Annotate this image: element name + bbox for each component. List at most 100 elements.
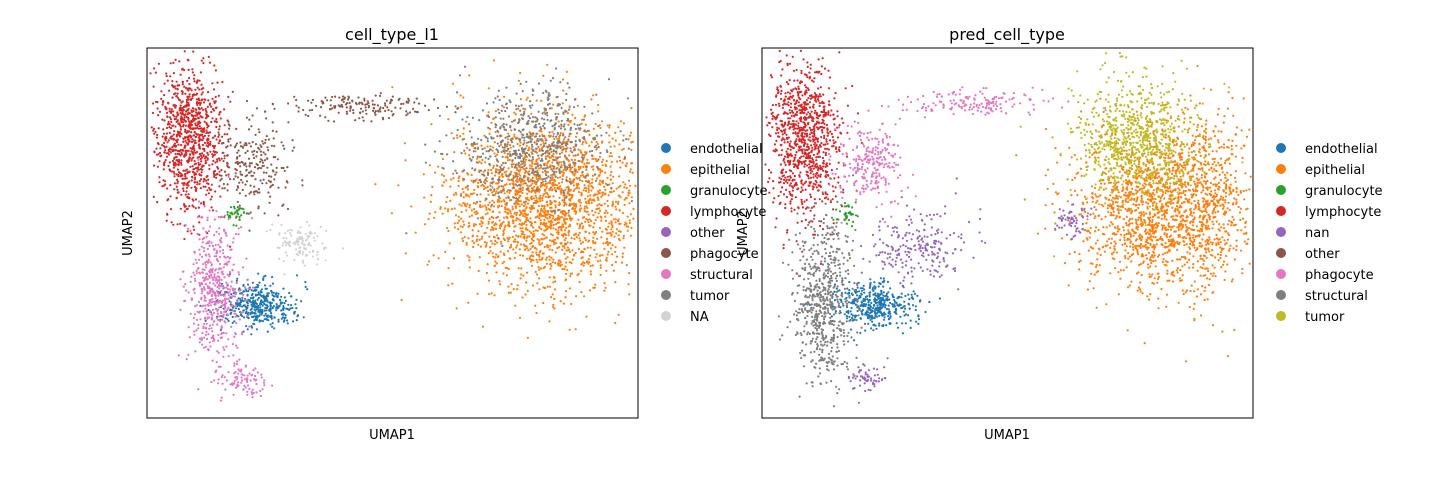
data-point bbox=[173, 138, 176, 141]
data-point bbox=[528, 185, 531, 188]
data-point bbox=[220, 174, 223, 177]
data-point bbox=[619, 166, 622, 169]
data-point bbox=[506, 208, 509, 211]
data-point bbox=[530, 195, 534, 198]
data-point bbox=[257, 310, 260, 313]
data-point bbox=[179, 73, 182, 76]
data-point bbox=[537, 154, 540, 157]
data-point bbox=[156, 201, 159, 204]
data-point bbox=[541, 159, 544, 162]
data-point bbox=[248, 118, 251, 121]
data-point bbox=[164, 105, 167, 108]
data-point bbox=[538, 241, 541, 244]
data-point bbox=[204, 266, 207, 269]
data-point bbox=[213, 64, 216, 67]
data-point bbox=[491, 149, 494, 152]
data-point bbox=[531, 138, 534, 141]
data-point bbox=[211, 153, 214, 156]
data-point bbox=[529, 167, 532, 170]
data-point bbox=[203, 130, 206, 133]
data-point bbox=[279, 298, 282, 301]
data-point bbox=[187, 353, 190, 356]
data-point bbox=[551, 210, 554, 213]
data-point bbox=[209, 140, 212, 143]
data-point bbox=[551, 77, 555, 80]
data-point bbox=[271, 169, 274, 172]
data-point bbox=[363, 97, 366, 100]
data-point bbox=[209, 142, 212, 145]
data-point bbox=[190, 232, 193, 235]
data-point bbox=[525, 151, 529, 155]
data-point bbox=[211, 144, 214, 148]
data-point bbox=[251, 114, 254, 117]
data-point bbox=[579, 151, 583, 154]
data-point bbox=[218, 128, 221, 131]
data-point bbox=[574, 128, 578, 131]
data-point bbox=[203, 336, 206, 339]
data-point bbox=[627, 147, 630, 150]
data-point bbox=[493, 193, 496, 197]
data-point bbox=[468, 256, 471, 259]
data-point bbox=[515, 179, 518, 182]
data-point bbox=[545, 187, 548, 190]
data-point bbox=[522, 160, 525, 163]
data-point bbox=[572, 179, 575, 182]
data-point bbox=[339, 105, 342, 108]
data-point bbox=[235, 321, 238, 325]
data-point bbox=[557, 120, 560, 123]
data-point bbox=[240, 292, 243, 295]
data-point bbox=[515, 217, 518, 220]
data-point bbox=[217, 215, 220, 219]
data-point bbox=[507, 221, 510, 224]
data-point bbox=[605, 131, 608, 134]
data-point bbox=[275, 171, 278, 174]
data-point bbox=[279, 301, 282, 304]
data-point bbox=[494, 174, 497, 177]
data-point bbox=[165, 132, 169, 135]
data-point bbox=[576, 222, 579, 225]
data-point bbox=[604, 286, 607, 289]
data-point bbox=[359, 107, 363, 110]
data-point bbox=[494, 192, 497, 195]
data-point bbox=[253, 185, 256, 188]
data-point bbox=[485, 244, 488, 247]
data-point bbox=[595, 134, 599, 137]
data-point bbox=[560, 127, 563, 130]
data-point bbox=[592, 214, 595, 217]
data-point bbox=[236, 163, 240, 166]
data-point bbox=[534, 229, 538, 232]
data-point bbox=[568, 177, 572, 180]
data-point bbox=[563, 217, 566, 220]
data-point bbox=[546, 111, 549, 114]
data-point bbox=[491, 146, 494, 149]
data-point bbox=[208, 240, 211, 243]
data-point bbox=[606, 176, 609, 179]
data-point bbox=[546, 285, 549, 288]
data-point bbox=[233, 320, 236, 323]
data-point bbox=[455, 193, 458, 196]
data-point bbox=[424, 161, 427, 164]
data-point bbox=[213, 170, 217, 173]
data-point bbox=[260, 153, 263, 157]
data-point bbox=[525, 218, 528, 221]
data-point bbox=[536, 261, 539, 264]
data-point bbox=[545, 236, 548, 239]
data-point bbox=[572, 204, 576, 207]
data-point bbox=[606, 199, 609, 203]
data-point bbox=[254, 317, 257, 320]
data-point bbox=[201, 216, 204, 219]
data-point bbox=[204, 304, 207, 307]
data-point bbox=[202, 250, 206, 253]
data-point bbox=[545, 164, 549, 167]
data-point bbox=[629, 234, 632, 237]
data-point bbox=[197, 266, 200, 269]
data-point bbox=[571, 217, 574, 220]
data-point bbox=[494, 256, 497, 259]
data-point bbox=[547, 175, 550, 178]
data-point bbox=[195, 93, 198, 96]
data-point bbox=[494, 116, 497, 119]
data-point bbox=[484, 161, 487, 164]
data-point bbox=[203, 236, 206, 240]
data-point bbox=[554, 228, 557, 231]
data-point bbox=[586, 206, 589, 210]
